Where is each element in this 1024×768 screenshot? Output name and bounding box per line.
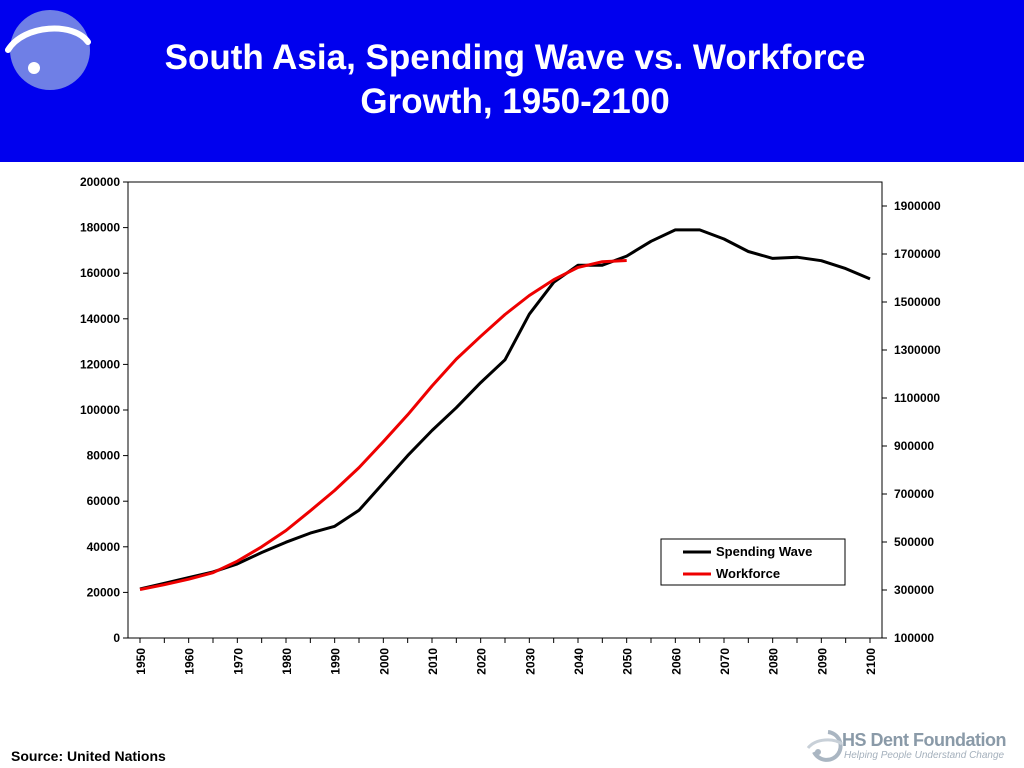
legend-label: Workforce [716,566,780,581]
y-right-tick-label: 500000 [894,535,934,549]
x-tick-label: 1990 [329,648,343,675]
y-right-tick-label: 1100000 [894,391,940,405]
y-right-tick-label: 1300000 [894,343,941,357]
brand-swirl-icon [806,730,843,762]
x-tick-label: 2040 [572,648,586,675]
x-tick-label: 2080 [767,648,781,675]
legend-box [660,538,846,586]
brand-globe-logo [5,10,91,90]
x-tick-label: 2070 [718,648,732,675]
page-title: South Asia, Spending Wave vs. Workforce … [95,36,935,124]
x-tick-label: 2020 [475,648,489,675]
y-right-tick-label: 100000 [894,631,934,645]
y-left-tick-label: 120000 [80,357,120,371]
x-tick-label: 2050 [621,648,635,675]
series-line-workforce [139,259,627,591]
y-left-tick-label: 100000 [80,403,120,417]
y-left-tick-label: 20000 [87,585,121,599]
y-right-tick-label: 1700000 [894,247,941,261]
y-left-tick-label: 40000 [87,540,121,554]
x-tick-label: 2060 [669,648,683,675]
y-right-tick-label: 300000 [894,583,934,597]
brand-name: HS Dent Foundation [842,730,1006,750]
x-tick-label: 2090 [815,648,829,675]
x-tick-label: 1970 [231,648,245,675]
y-left-tick-label: 0 [113,631,120,645]
x-tick-label: 2010 [426,648,440,675]
y-left-tick-label: 60000 [87,494,121,508]
series-line-spending-wave [139,228,871,591]
y-left-tick-label: 180000 [80,221,120,235]
brand-footer: HS Dent Foundation Helping People Unders… [806,728,1016,764]
title-banner: South Asia, Spending Wave vs. Workforce … [0,0,1024,162]
title-line-1: South Asia, Spending Wave vs. Workforce [164,38,866,77]
y-left-tick-label: 80000 [87,449,121,463]
line-chart: 0 20000 40000 60000 80000 100000 120000 140000 1… [80,175,941,675]
brand-tagline: Helping People Understand Change [844,750,1005,761]
x-tick-label: 1980 [280,648,294,675]
x-tick-label: 2100 [864,648,878,675]
y-left-tick-label: 140000 [80,312,120,326]
y-left-tick-label: 160000 [80,266,120,280]
x-tick-label: 1950 [134,648,148,675]
x-tick-label: 2000 [377,648,391,675]
x-tick-label: 1960 [183,648,197,675]
legend-label: Spending Wave [716,544,812,559]
y-right-tick-label: 900000 [894,439,934,453]
y-right-tick-label: 700000 [894,487,934,501]
y-right-tick-label: 1500000 [894,295,941,309]
y-right-tick-label: 1900000 [894,199,941,213]
title-line-2: Growth, 1950-2100 [360,82,670,121]
legend: Spending Wave Workforce [660,538,846,586]
x-tick-label: 2030 [523,648,537,675]
source-note: Source: United Nations [11,748,166,764]
y-left-tick-label: 200000 [80,175,120,189]
